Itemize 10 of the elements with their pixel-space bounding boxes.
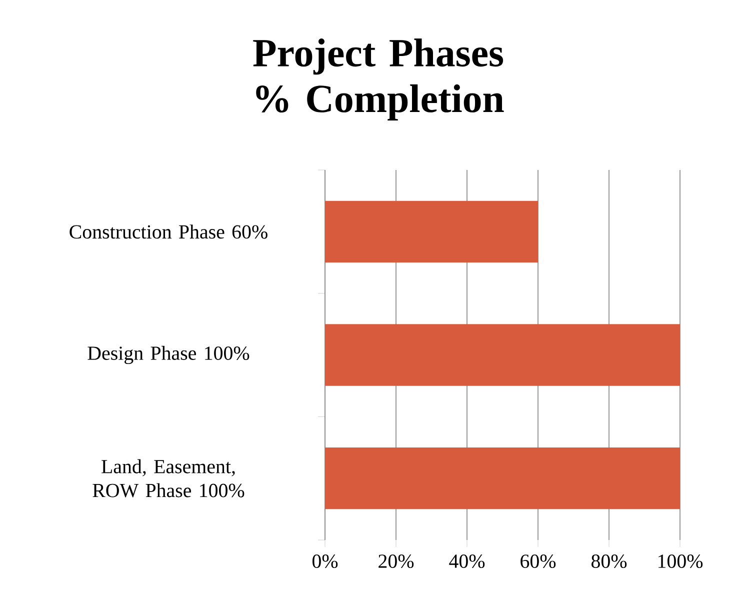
x-tick-label: 0% — [312, 554, 338, 568]
y-tick-label: Land, Easement, ROW Phase 100% — [92, 459, 244, 498]
x-tick-label: 60% — [520, 554, 556, 568]
y-tick-label: Construction Phase 60% — [70, 224, 268, 239]
y-tick-label: Design Phase 100% — [88, 346, 250, 364]
x-tick-label: 40% — [449, 554, 485, 568]
x-tick-label: 20% — [378, 554, 414, 568]
x-tick-label: 80% — [592, 554, 627, 568]
chart-title: Project Phases % Completion — [253, 38, 504, 120]
x-tick-label: 100% — [658, 554, 703, 568]
